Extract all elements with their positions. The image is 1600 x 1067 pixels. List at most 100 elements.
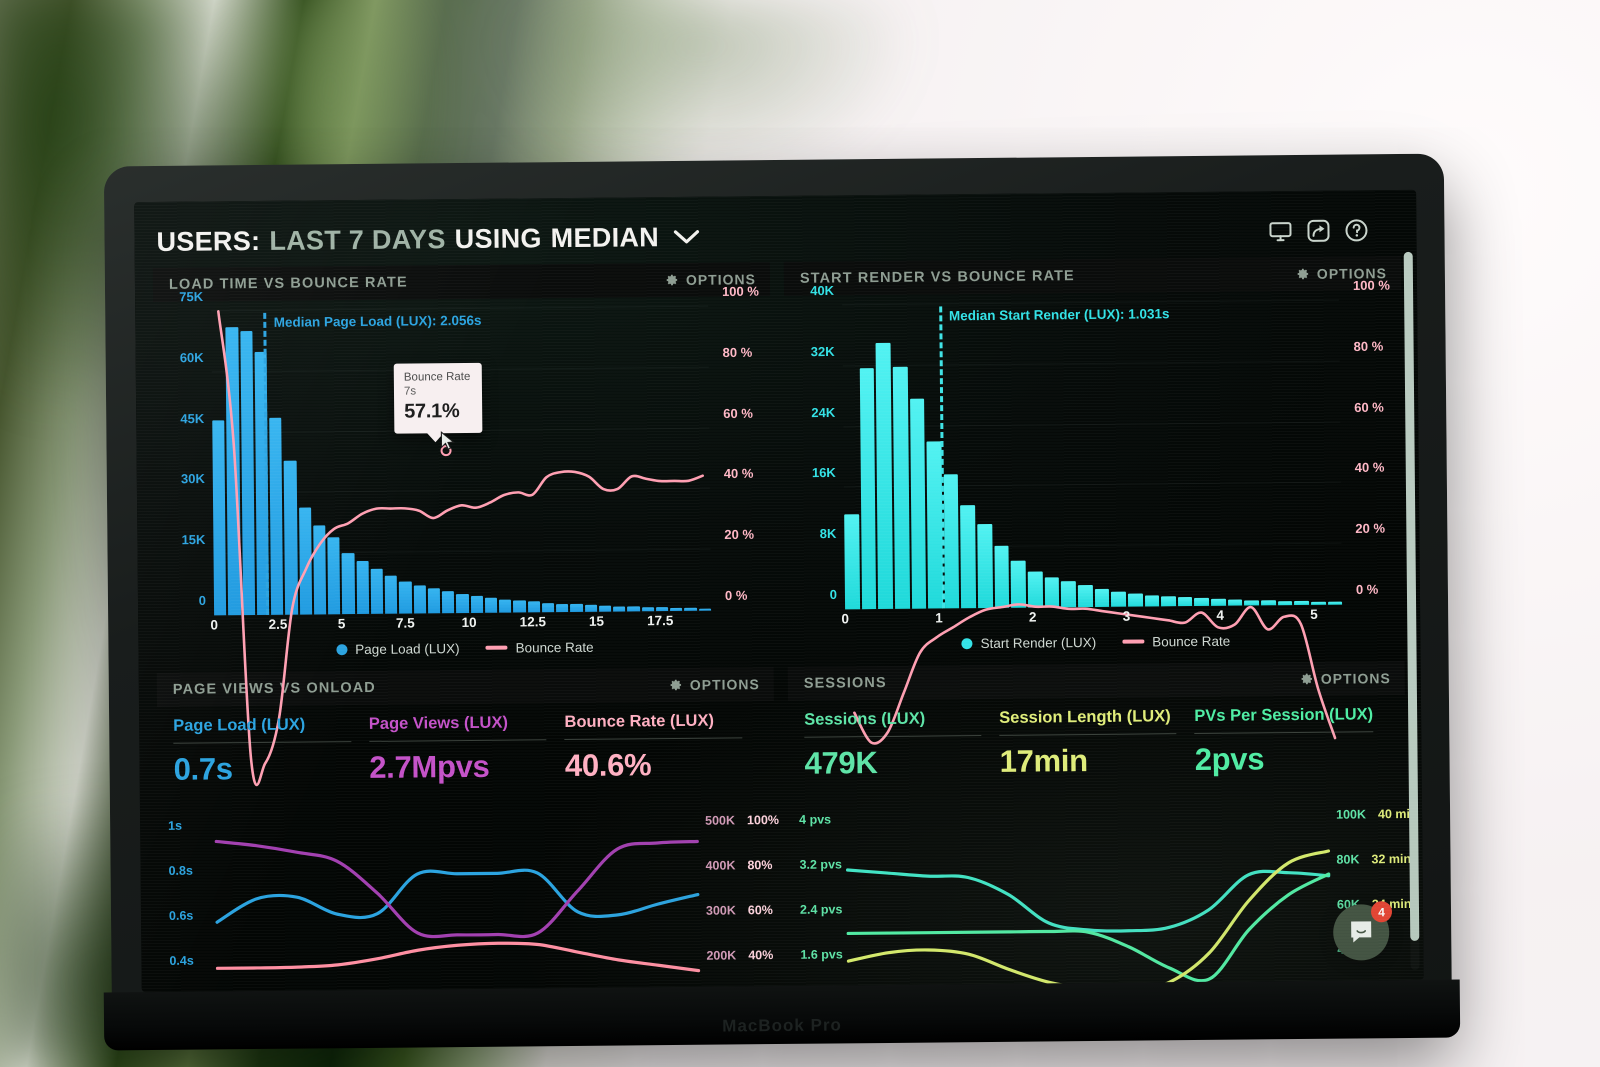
legend-item[interactable]: Page Load (LUX) xyxy=(336,641,460,657)
kpi-label: Session Length (LUX) xyxy=(999,707,1171,727)
chat-widget-button[interactable]: 4 xyxy=(1332,901,1393,961)
line-series-bounce-rate xyxy=(211,307,713,809)
axis-tick: 40 % xyxy=(723,466,754,482)
dashboard-grid: LOAD TIME VS BOUNCE RATE OPTIONS 0 15K 30K… xyxy=(152,256,1418,992)
axis-tick: 0 xyxy=(198,592,207,609)
legend-label: Start Render (LUX) xyxy=(980,634,1097,651)
share-icon[interactable] xyxy=(1306,219,1330,243)
kpi-value: 2pvs xyxy=(1194,741,1265,778)
line-series-group xyxy=(847,808,1330,986)
panel-body: Sessions (LUX) 479K Session Length (LUX) 17… xyxy=(788,695,1418,986)
kpi-label: Page Load (LUX) xyxy=(173,715,306,735)
axis-tick: 3.2 pvs xyxy=(799,857,842,872)
axis-tick-primary: 80K xyxy=(1336,852,1360,867)
kpi-card[interactable]: PVs Per Session (LUX) 2pvs xyxy=(1194,705,1391,778)
axis-tick-secondary: 60% xyxy=(747,902,773,918)
y-axis-left: 0 15K 30K 45K 60K 75K xyxy=(157,289,214,616)
axis-tick: 60K xyxy=(179,349,204,366)
monitor-icon[interactable] xyxy=(1268,219,1292,243)
series-line xyxy=(217,869,698,923)
kpi-card[interactable]: Bounce Rate (LUX) 40.6% xyxy=(564,711,760,784)
kpi-value: 479K xyxy=(804,745,878,781)
help-icon[interactable] xyxy=(1344,218,1368,242)
axis-tick: 500K 100% xyxy=(705,813,779,828)
axis-tick: 3 xyxy=(1122,608,1131,624)
kpi-card[interactable]: Page Load (LUX) 0.7s xyxy=(173,715,369,788)
y-axis-left: 0 8K 16K 24K 32K 40K xyxy=(788,283,845,610)
kpi-label: Page Views (LUX) xyxy=(368,713,509,733)
dashboard-app: USERS: LAST 7 DAYS USING MEDIAN xyxy=(134,189,1424,993)
kpi-card[interactable]: Session Length (LUX) 17min xyxy=(999,707,1195,780)
chevron-down-icon[interactable] xyxy=(672,228,700,246)
axis-tick: 0 xyxy=(841,611,850,627)
options-button[interactable]: OPTIONS xyxy=(665,271,756,288)
axis-tick: 12.5 xyxy=(519,614,546,630)
options-button[interactable]: OPTIONS xyxy=(1296,265,1387,282)
axis-tick: 17.5 xyxy=(646,613,674,629)
axis-tick: 15 xyxy=(588,613,605,629)
legend-item[interactable]: Bounce Rate xyxy=(485,639,594,656)
axis-tick: 1 xyxy=(935,610,943,626)
legend-line-icon xyxy=(485,645,508,650)
axis-tick: 7.5 xyxy=(395,615,415,631)
kpi-value: 40.6% xyxy=(564,747,652,784)
laptop-screen: USERS: LAST 7 DAYS USING MEDIAN xyxy=(134,189,1424,993)
kpi-value: 17min xyxy=(999,743,1088,779)
axis-tick: 100 % xyxy=(721,283,759,300)
axis-tick-primary: 200K xyxy=(706,948,737,963)
series-line xyxy=(848,865,1330,933)
axis-tick-secondary: 80% xyxy=(747,857,773,873)
axis-tick: 15K xyxy=(181,532,206,548)
mouse-cursor-icon xyxy=(440,431,455,450)
series-line xyxy=(216,837,698,940)
title-prefix: USERS: xyxy=(156,225,261,257)
legend-item[interactable]: Bounce Rate xyxy=(1122,633,1230,649)
axis-tick: 0 xyxy=(210,617,219,633)
axis-tick: 4 xyxy=(1216,607,1225,623)
axis-tick: 0.6s xyxy=(168,908,194,923)
options-button[interactable]: OPTIONS xyxy=(669,676,760,693)
panel-title: START RENDER VS BOUNCE RATE xyxy=(799,268,1075,287)
legend-item[interactable]: Start Render (LUX) xyxy=(961,634,1097,651)
axis-tick: 2.5 xyxy=(268,616,288,632)
panel-page-views-vs-onload: PAGE VIEWS VS ONLOAD OPTIONS Page Load (… xyxy=(156,667,779,992)
y-axis-right: 0 % 20 % 40 % 60 % 80 % 100 % xyxy=(712,284,769,611)
chat-bubble-icon xyxy=(1351,921,1372,943)
axis-tick: 1s xyxy=(168,818,183,833)
kpi-divider xyxy=(804,735,982,738)
kpi-divider xyxy=(1194,731,1374,735)
kpi-label: Bounce Rate (LUX) xyxy=(564,711,715,732)
median-annotation: Median Start Render (LUX): 1.031s xyxy=(948,306,1170,324)
panel-sessions: SESSIONS OPTIONS Sessions (LUX) 479K Sessi… xyxy=(787,660,1418,986)
legend-label: Bounce Rate xyxy=(515,639,594,656)
axis-tick: 200K 40% xyxy=(706,948,773,963)
axis-tick: 20 % xyxy=(1355,520,1386,537)
axis-tick: 24K xyxy=(811,404,836,420)
axis-tick-primary: 500K xyxy=(705,813,736,828)
axis-tick: 0 % xyxy=(1355,581,1379,597)
panel-header: START RENDER VS BOUNCE RATE OPTIONS xyxy=(783,256,1402,296)
axis-tick-secondary: 100% xyxy=(746,812,780,828)
tooltip-bounce-rate: Bounce Rate 7s 57.1% xyxy=(393,362,483,434)
panel-load-time-vs-bounce-rate: LOAD TIME VS BOUNCE RATE OPTIONS 0 15K 30K… xyxy=(152,262,774,662)
panel-body: Page Load (LUX) 0.7s Page Views (LUX) 2.7Mp… xyxy=(157,701,779,992)
top-bar-icons xyxy=(1268,218,1368,243)
kpi-card[interactable]: Page Views (LUX) 2.7Mpvs xyxy=(369,713,565,786)
axis-tick: 0.4s xyxy=(169,953,194,968)
bounce-rate-line xyxy=(218,307,705,786)
axis-tick: 5 xyxy=(337,616,346,632)
title-range: LAST 7 DAYS xyxy=(269,223,446,256)
panel-title: LOAD TIME VS BOUNCE RATE xyxy=(168,274,408,293)
chart-load-time: 0 15K 30K 45K 60K 75K 0 % 20 % 40 % 60 % 80 % 100 … xyxy=(157,284,769,662)
axis-tick: 1.6 pvs xyxy=(800,947,843,962)
line-series-bounce-rate xyxy=(842,301,1344,803)
options-button[interactable]: OPTIONS xyxy=(1300,670,1391,687)
axis-tick: 60 % xyxy=(723,405,753,421)
kpi-card[interactable]: Sessions (LUX) 479K xyxy=(804,709,1000,782)
laptop-device: MacBook Pro USERS: LAST 7 DAYS USING MED… xyxy=(103,153,1461,1051)
axis-tick: 10 xyxy=(461,614,477,631)
kpi-row: Sessions (LUX) 479K Session Length (LUX) 17… xyxy=(788,695,1406,782)
panel-body: 0 15K 30K 45K 60K 75K 0 % 20 % 40 % 60 % 80 % 100 … xyxy=(153,284,773,662)
plot-area xyxy=(216,814,699,992)
page-title[interactable]: USERS: LAST 7 DAYS USING MEDIAN xyxy=(156,221,700,257)
